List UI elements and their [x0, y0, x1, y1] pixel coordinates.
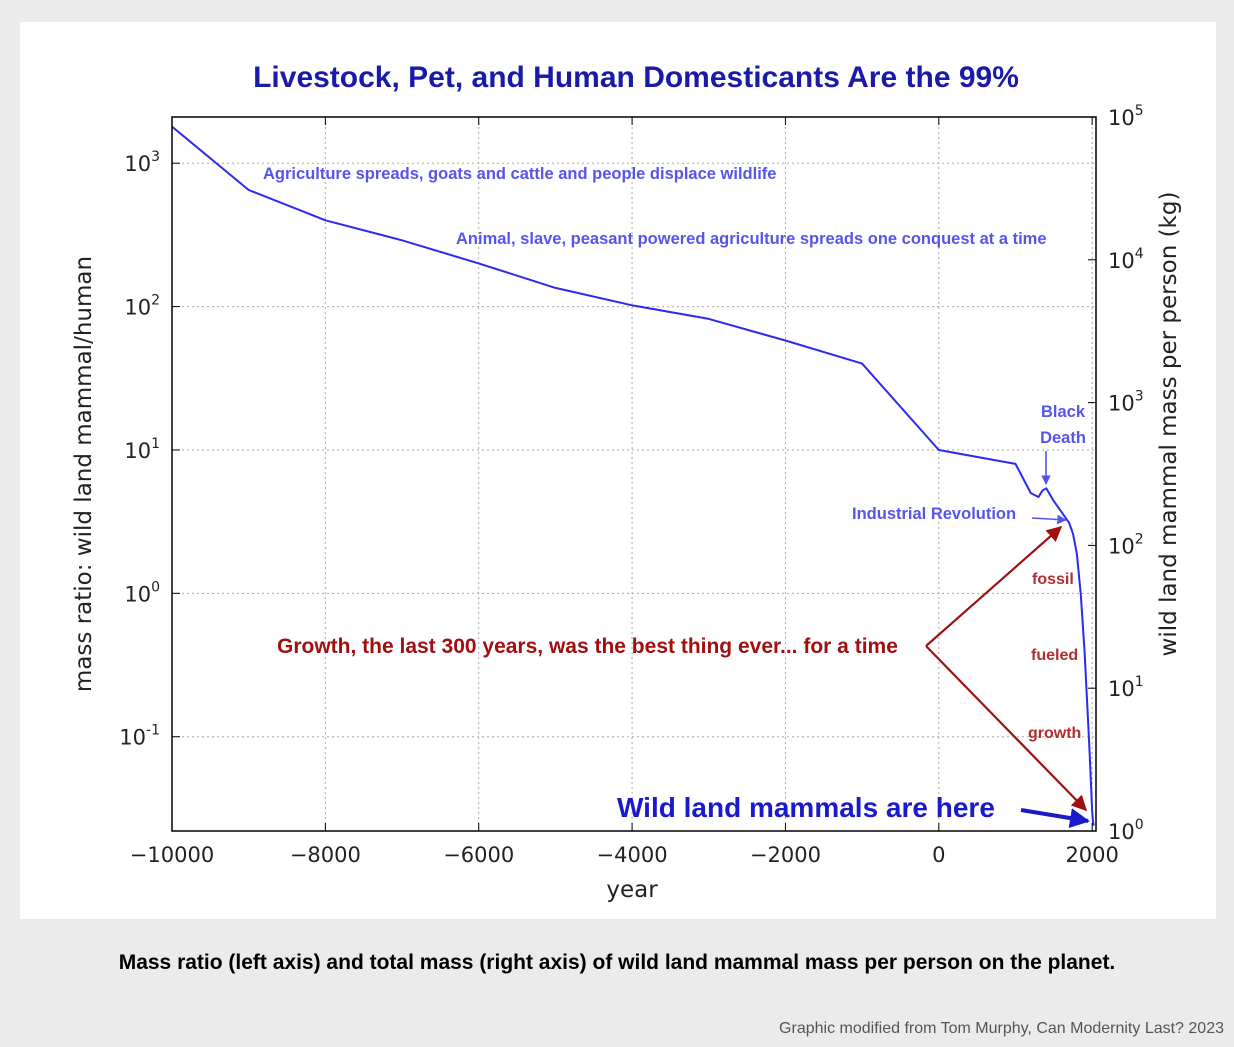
annotation-death: Death: [1040, 429, 1086, 447]
wild-land-mammals-arrow: [1020, 808, 1090, 828]
series-line-group: [171, 125, 1095, 826]
x-tick-label: 0: [932, 843, 945, 867]
industrial-revolution-arrow: [1031, 514, 1067, 525]
y-axis-label-left: mass ratio: wild land mammal/human: [71, 256, 97, 692]
x-tick-label: −4000: [597, 843, 668, 867]
x-axis-label: year: [606, 877, 658, 903]
y-tick-label-right: 101: [1108, 674, 1144, 701]
figure-caption: Mass ratio (left axis) and total mass (r…: [118, 951, 1116, 974]
x-tick-label: −2000: [750, 843, 821, 867]
y-tick-label-left: 100: [124, 579, 160, 606]
series-line-0: [171, 125, 1095, 826]
x-tick-label: −8000: [290, 843, 361, 867]
annotation-fueled: fueled: [1031, 647, 1078, 664]
chart-panel: Livestock, Pet, and Human Domesticants A…: [20, 22, 1216, 919]
annotation-conquest: Animal, slave, peasant powered agricultu…: [456, 230, 1047, 248]
figure-credit: Graphic modified from Tom Murphy, Can Mo…: [779, 1020, 1224, 1037]
y-tick-label-right: 105: [1108, 103, 1144, 130]
annotation-wild-land-mammals: Wild land mammals are here: [617, 792, 995, 823]
chart-title: Livestock, Pet, and Human Domesticants A…: [253, 61, 1019, 94]
axis-ticks: −10000 −8000 −6000 −4000 −2000 0 2000 10-1 100 10…: [119, 103, 1143, 867]
annotation-agriculture-spreads: Agriculture spreads, goats and cattle an…: [263, 165, 776, 183]
y-tick-label-right: 103: [1108, 389, 1144, 416]
annotation-black: Black: [1041, 403, 1086, 421]
x-tick-label: −6000: [443, 843, 514, 867]
x-tick-label: −10000: [130, 843, 214, 867]
x-tick-label: 2000: [1065, 843, 1118, 867]
annotation-growth: growth: [1028, 725, 1081, 742]
y-tick-label-right: 102: [1108, 531, 1144, 558]
y-tick-label-left: 103: [124, 149, 160, 176]
growth-arrow-up: [925, 525, 1063, 647]
growth-arrow-down: [925, 645, 1088, 812]
plot-frame: [171, 116, 1097, 832]
y-tick-label-left: 101: [124, 436, 160, 463]
chart-svg: Livestock, Pet, and Human Domesticants A…: [71, 61, 1182, 903]
y-axis-label-right: wild land mammal mass per person (kg): [1156, 192, 1182, 657]
annotation-growth-300-years: Growth, the last 300 years, was the best…: [277, 635, 898, 658]
annotation-industrial-revolution: Industrial Revolution: [852, 505, 1016, 523]
grid-lines: [171, 117, 1096, 831]
y-tick-label-left: 10-1: [119, 723, 160, 750]
y-tick-label-left: 102: [124, 293, 160, 320]
y-tick-label-right: 100: [1108, 817, 1144, 844]
y-tick-label-right: 104: [1108, 246, 1144, 273]
annotation-fossil: fossil: [1032, 571, 1074, 588]
